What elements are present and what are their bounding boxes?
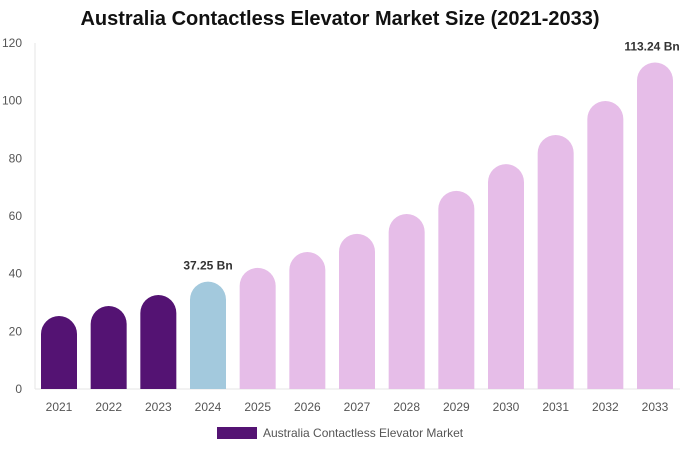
legend-swatch xyxy=(217,427,257,439)
y-tick-label: 60 xyxy=(9,209,23,223)
x-tick-label: 2022 xyxy=(95,400,122,414)
bar-2023 xyxy=(140,295,177,389)
bar-2028 xyxy=(388,213,425,389)
x-tick-label: 2030 xyxy=(493,400,520,414)
x-tick-label: 2025 xyxy=(244,400,271,414)
x-tick-label: 2029 xyxy=(443,400,470,414)
x-tick-label: 2023 xyxy=(145,400,172,414)
x-tick-label: 2028 xyxy=(393,400,420,414)
x-tick-label: 2027 xyxy=(344,400,371,414)
y-tick-label: 20 xyxy=(9,324,23,338)
y-tick-label: 80 xyxy=(9,151,23,165)
bar-2021 xyxy=(41,316,77,389)
chart-title: Australia Contactless Elevator Market Si… xyxy=(80,8,600,30)
bar-2025 xyxy=(239,267,276,389)
y-tick-label: 100 xyxy=(2,94,22,108)
y-tick-label: 0 xyxy=(15,382,22,396)
bar-2026 xyxy=(289,252,326,389)
legend: Australia Contactless Elevator Market xyxy=(217,426,463,440)
x-tick-label: 2026 xyxy=(294,400,321,414)
bar-2031 xyxy=(537,134,574,389)
bar-2027 xyxy=(339,233,375,389)
bar-2029 xyxy=(438,190,475,389)
data-label: 113.24 Bn xyxy=(624,39,679,53)
x-tick-label: 2021 xyxy=(46,400,73,414)
y-tick-label: 40 xyxy=(9,267,23,281)
x-tick-label: 2031 xyxy=(542,400,569,414)
x-tick-label: 2032 xyxy=(592,400,619,414)
bar-2024 xyxy=(190,281,226,389)
bar-2033 xyxy=(637,62,673,389)
bar-2032 xyxy=(587,100,624,389)
y-tick-label: 120 xyxy=(2,36,22,50)
x-tick-label: 2024 xyxy=(195,400,222,414)
legend-label: Australia Contactless Elevator Market xyxy=(263,426,464,440)
data-label: 37.25 Bn xyxy=(183,259,232,273)
x-tick-label: 2033 xyxy=(642,400,669,414)
bar-2030 xyxy=(488,164,524,389)
bar-2022 xyxy=(90,305,127,389)
